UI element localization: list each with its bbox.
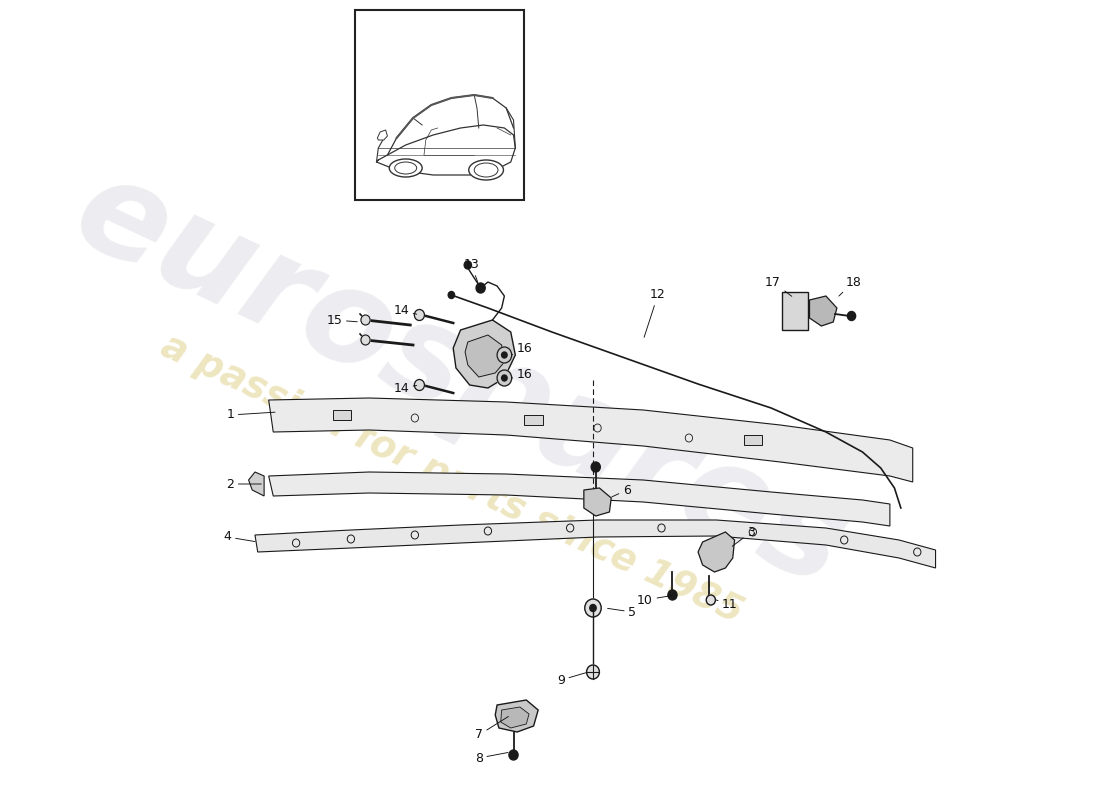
Circle shape <box>476 283 485 293</box>
Polygon shape <box>268 472 890 526</box>
Text: 16: 16 <box>512 369 532 382</box>
Text: 6: 6 <box>612 483 630 497</box>
Circle shape <box>415 310 425 321</box>
Polygon shape <box>249 472 264 496</box>
Polygon shape <box>495 700 538 732</box>
Circle shape <box>585 599 602 617</box>
Bar <box>355 10 525 200</box>
Text: 13: 13 <box>463 258 480 282</box>
Text: 7: 7 <box>475 717 508 742</box>
Text: 10: 10 <box>637 594 672 606</box>
Circle shape <box>497 370 512 386</box>
Circle shape <box>586 665 600 679</box>
Text: 17: 17 <box>764 275 792 296</box>
Polygon shape <box>810 296 837 326</box>
Circle shape <box>847 311 856 321</box>
Polygon shape <box>268 398 913 482</box>
Text: 12: 12 <box>645 289 665 338</box>
Polygon shape <box>465 335 505 377</box>
Circle shape <box>668 590 676 600</box>
Circle shape <box>497 347 512 363</box>
Text: 18: 18 <box>839 275 861 296</box>
Bar <box>744 435 762 445</box>
Text: 9: 9 <box>557 673 585 686</box>
Text: 8: 8 <box>475 751 508 765</box>
Polygon shape <box>377 130 387 140</box>
Text: 1: 1 <box>227 409 275 422</box>
Circle shape <box>502 375 507 381</box>
Text: 2: 2 <box>227 478 262 490</box>
Circle shape <box>415 379 425 390</box>
Bar <box>525 415 542 425</box>
Circle shape <box>509 750 518 760</box>
Text: 15: 15 <box>327 314 358 326</box>
Text: 3: 3 <box>733 526 755 546</box>
Circle shape <box>464 261 472 269</box>
Text: a passion for parts since 1985: a passion for parts since 1985 <box>155 329 748 631</box>
Text: 5: 5 <box>607 606 636 618</box>
Ellipse shape <box>469 160 504 180</box>
Polygon shape <box>698 532 735 572</box>
Bar <box>782 292 807 330</box>
Circle shape <box>591 462 601 472</box>
Polygon shape <box>500 707 529 728</box>
Ellipse shape <box>474 163 498 177</box>
Text: 14: 14 <box>394 303 417 317</box>
Text: 14: 14 <box>394 382 417 394</box>
Polygon shape <box>453 320 515 388</box>
Circle shape <box>361 335 370 345</box>
Circle shape <box>448 291 454 298</box>
Text: 11: 11 <box>716 598 738 611</box>
Circle shape <box>502 352 507 358</box>
Circle shape <box>706 595 715 605</box>
Text: 16: 16 <box>512 342 532 355</box>
Circle shape <box>361 315 370 325</box>
Polygon shape <box>255 520 936 568</box>
Text: 4: 4 <box>223 530 255 543</box>
Circle shape <box>590 605 596 611</box>
Ellipse shape <box>395 162 417 174</box>
Polygon shape <box>584 488 612 516</box>
Bar <box>332 410 351 420</box>
Ellipse shape <box>389 159 422 177</box>
Text: eurospares: eurospares <box>55 146 866 614</box>
